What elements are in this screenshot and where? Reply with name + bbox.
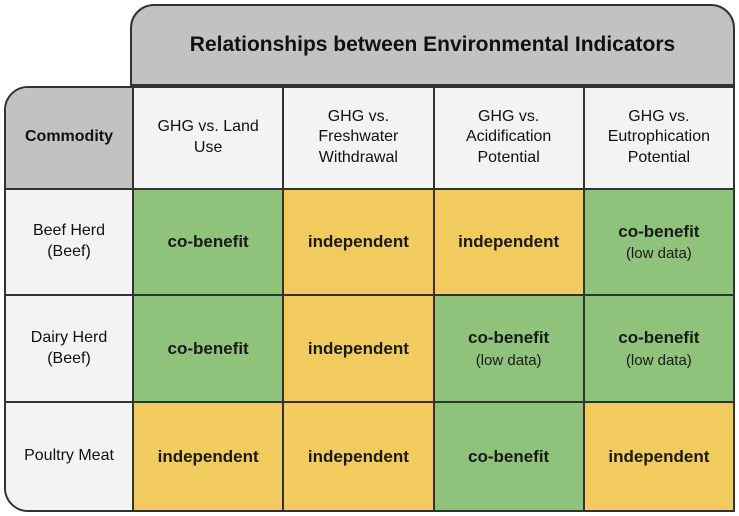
value-text: co-benefit [618,327,699,349]
value-text: co-benefit [468,327,549,349]
value-cell: co-benefit [435,403,585,510]
table-row: Beef Herd (Beef) co-benefit independent … [6,190,733,297]
value-text: independent [608,446,709,468]
value-note: (low data) [476,351,542,371]
column-header: GHG vs. Acidification Potential [435,88,585,190]
value-cell: independent [435,190,585,297]
value-cell: co-benefit [134,190,284,297]
value-cell: co-benefit [134,296,284,403]
value-text: independent [158,446,259,468]
table-row: Poultry Meat independent independent co-… [6,403,733,510]
value-cell: independent [134,403,284,510]
table-row: Dairy Herd (Beef) co-benefit independent… [6,296,733,403]
value-text: co-benefit [168,231,249,253]
value-cell: co-benefit (low data) [585,296,733,403]
table-header-row: Commodity GHG vs. Land Use GHG vs. Fresh… [6,88,733,190]
value-text: co-benefit [468,446,549,468]
value-text: co-benefit [168,338,249,360]
column-header: GHG vs. Freshwater Withdrawal [284,88,434,190]
value-cell: independent [284,403,434,510]
column-header: GHG vs. Land Use [134,88,284,190]
row-label: Poultry Meat [6,403,134,510]
figure-container: Relationships between Environmental Indi… [0,0,739,516]
title-bar: Relationships between Environmental Indi… [130,4,735,86]
row-label: Beef Herd (Beef) [6,190,134,297]
value-text: independent [308,338,409,360]
value-text: co-benefit [618,221,699,243]
value-text: independent [458,231,559,253]
row-label: Dairy Herd (Beef) [6,296,134,403]
relationship-table: Commodity GHG vs. Land Use GHG vs. Fresh… [4,86,735,512]
value-note: (low data) [626,351,692,371]
value-cell: co-benefit (low data) [435,296,585,403]
corner-header: Commodity [6,88,134,190]
value-text: independent [308,231,409,253]
column-header: GHG vs. Eutrophication Potential [585,88,733,190]
value-cell: independent [585,403,733,510]
value-cell: co-benefit (low data) [585,190,733,297]
value-text: independent [308,446,409,468]
figure-title: Relationships between Environmental Indi… [190,33,675,57]
value-cell: independent [284,296,434,403]
value-cell: independent [284,190,434,297]
value-note: (low data) [626,244,692,264]
